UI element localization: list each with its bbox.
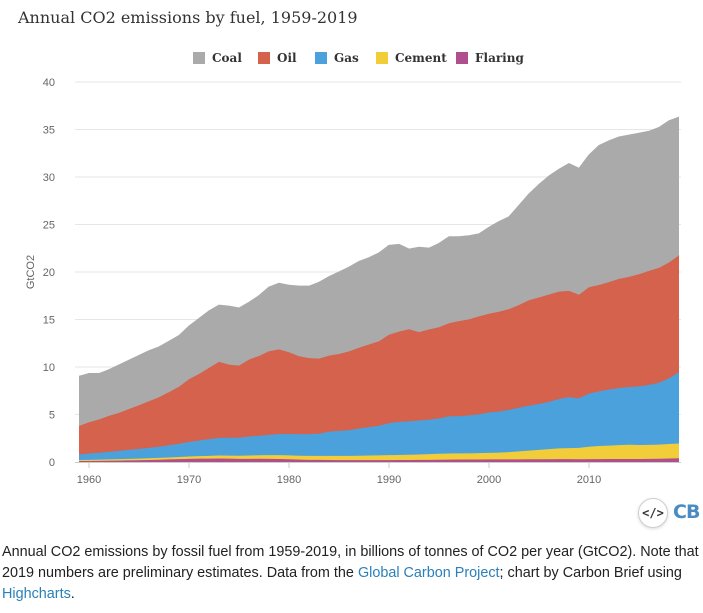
legend-swatch-gas	[315, 52, 327, 64]
code-embed-icon[interactable]: </>	[638, 498, 668, 528]
line-coal	[78, 116, 680, 378]
highcharts-link[interactable]: Highcharts	[2, 586, 71, 602]
chart-svg: Annual CO2 emissions by fuel, 1959-2019 C…	[17, 8, 681, 486]
x-tick-label-1970: 1970	[177, 474, 201, 486]
chart-container: Annual CO2 emissions by fuel, 1959-2019 C…	[17, 8, 700, 528]
y-tick-label-5: 5	[49, 410, 55, 422]
caption-text-before: Annual CO2 emissions by fossil fuel from…	[2, 544, 699, 581]
legend-label-oil: Oil	[277, 51, 297, 65]
legend-label-coal: Coal	[212, 51, 242, 65]
area-cement	[79, 443, 679, 462]
legend-label-cement: Cement	[395, 51, 447, 65]
y-tick-label-40: 40	[43, 77, 55, 89]
y-tick-label-20: 20	[43, 267, 55, 279]
carbon-brief-logo: CB	[673, 501, 700, 523]
y-tick-label-30: 30	[43, 172, 55, 184]
legend-swatch-flaring	[456, 52, 468, 64]
x-tick-label-1980: 1980	[277, 474, 301, 486]
x-tick-label-1990: 1990	[377, 474, 401, 486]
y-tick-label-35: 35	[43, 125, 55, 137]
x-tick-label-2010: 2010	[577, 474, 601, 486]
area-oil	[79, 255, 679, 455]
y-axis-title: GtCO2	[25, 255, 37, 289]
y-tick-label-15: 15	[43, 315, 55, 327]
legend-swatch-cement	[376, 52, 388, 64]
caption-text-middle: ; chart by Carbon Brief using	[499, 565, 682, 581]
y-tick-label-25: 25	[43, 220, 55, 232]
x-tick-label-2000: 2000	[477, 474, 501, 486]
global-carbon-project-link[interactable]: Global Carbon Project	[357, 565, 500, 581]
legend-label-gas: Gas	[334, 51, 359, 65]
caption-text-after: .	[70, 586, 75, 602]
chart-caption: Annual CO2 emissions by fossil fuel from…	[2, 542, 700, 605]
y-tick-label-0: 0	[49, 457, 55, 469]
legend-swatch-oil	[258, 52, 270, 64]
chart-title: Annual CO2 emissions by fuel, 1959-2019	[17, 8, 358, 27]
legend-label-flaring: Flaring	[475, 51, 524, 65]
legend-swatch-coal	[193, 52, 205, 64]
y-tick-label-10: 10	[43, 362, 55, 374]
x-tick-label-1960: 1960	[77, 474, 101, 486]
